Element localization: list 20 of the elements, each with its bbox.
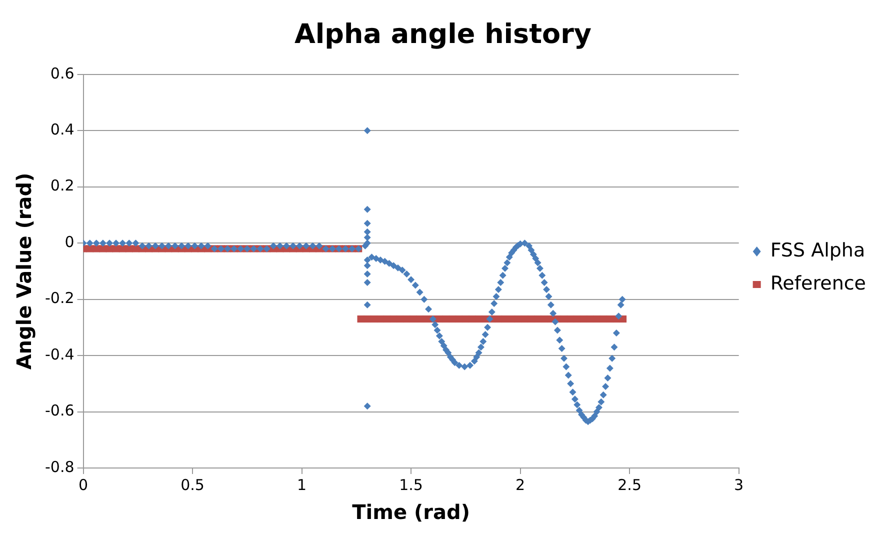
x-tick-label: 1.5 bbox=[399, 476, 423, 494]
y-tick-label: -0.8 bbox=[44, 458, 74, 476]
x-tick-label: 0 bbox=[78, 476, 88, 494]
x-tick-label: 3 bbox=[734, 476, 744, 494]
legend-label: Reference bbox=[770, 272, 866, 294]
x-tick-label: 0.5 bbox=[180, 476, 204, 494]
chart-title: Alpha angle history bbox=[294, 19, 592, 50]
y-tick-label: 0.4 bbox=[50, 120, 74, 139]
legend-label: FSS Alpha bbox=[770, 239, 866, 262]
x-tick-label: 2 bbox=[516, 476, 526, 494]
x-tick-label: 1 bbox=[297, 476, 307, 494]
y-tick-label: -0.4 bbox=[44, 345, 74, 364]
y-tick-label: -0.2 bbox=[44, 289, 74, 308]
y-axis-title: Angle Value (rad) bbox=[12, 172, 36, 370]
y-tick-label: 0.6 bbox=[50, 64, 74, 82]
y-tick-label: 0.2 bbox=[50, 176, 74, 195]
x-tick-label: 2.5 bbox=[618, 476, 642, 494]
x-axis-title: Time (rad) bbox=[352, 500, 470, 524]
y-tick-label: 0 bbox=[64, 232, 74, 251]
y-tick-label: -0.6 bbox=[44, 402, 74, 420]
